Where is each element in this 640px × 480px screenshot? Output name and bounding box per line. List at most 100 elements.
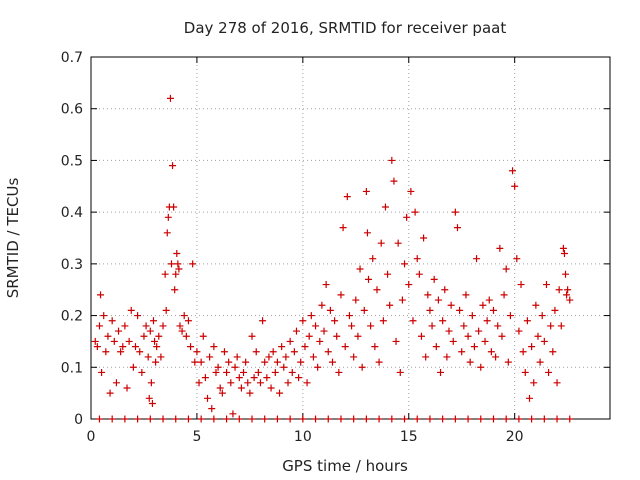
data-point bbox=[242, 358, 250, 366]
data-point bbox=[147, 379, 155, 387]
data-point bbox=[386, 301, 394, 309]
data-point bbox=[229, 410, 237, 418]
data-point bbox=[553, 415, 561, 423]
data-point bbox=[428, 322, 436, 330]
data-point bbox=[326, 306, 334, 314]
data-point bbox=[248, 415, 256, 423]
data-point bbox=[252, 348, 260, 356]
data-point bbox=[363, 229, 371, 237]
y-tick-label: 0.5 bbox=[61, 153, 83, 169]
data-point bbox=[318, 301, 326, 309]
data-point bbox=[466, 358, 474, 366]
data-point bbox=[172, 415, 180, 423]
data-point bbox=[273, 415, 281, 423]
data-point bbox=[553, 379, 561, 387]
data-point bbox=[352, 296, 360, 304]
data-point bbox=[345, 312, 353, 320]
data-point bbox=[187, 343, 195, 351]
data-point bbox=[343, 193, 351, 201]
data-point bbox=[521, 368, 529, 376]
data-point bbox=[413, 255, 421, 263]
data-point bbox=[360, 306, 368, 314]
data-point bbox=[248, 332, 256, 340]
data-point bbox=[263, 374, 271, 382]
data-point bbox=[462, 291, 470, 299]
y-tick-label: 0.6 bbox=[61, 102, 83, 118]
data-point bbox=[129, 363, 137, 371]
data-point bbox=[136, 348, 144, 356]
data-point bbox=[208, 405, 216, 413]
data-point bbox=[295, 374, 303, 382]
data-point bbox=[201, 374, 209, 382]
data-point bbox=[299, 415, 307, 423]
data-point bbox=[259, 317, 267, 325]
data-point bbox=[237, 384, 245, 392]
data-point bbox=[337, 415, 345, 423]
data-point bbox=[155, 332, 163, 340]
data-point bbox=[390, 177, 398, 185]
data-point bbox=[231, 363, 239, 371]
data-point bbox=[411, 208, 419, 216]
data-point bbox=[173, 250, 181, 258]
data-point bbox=[477, 415, 485, 423]
data-point bbox=[464, 332, 472, 340]
data-point bbox=[172, 270, 180, 278]
data-point bbox=[413, 415, 421, 423]
data-point bbox=[545, 368, 553, 376]
y-tick-label: 0.4 bbox=[61, 205, 83, 221]
data-point bbox=[176, 322, 184, 330]
data-point bbox=[534, 332, 542, 340]
data-point bbox=[453, 224, 461, 232]
data-point bbox=[489, 415, 497, 423]
data-point bbox=[145, 394, 153, 402]
plot-frame bbox=[90, 56, 611, 420]
data-point bbox=[523, 317, 531, 325]
data-point bbox=[288, 368, 296, 376]
data-point bbox=[563, 291, 571, 299]
data-point bbox=[398, 296, 406, 304]
data-point bbox=[341, 343, 349, 351]
data-point bbox=[153, 343, 161, 351]
data-point bbox=[403, 213, 411, 221]
data-point bbox=[540, 337, 548, 345]
data-point bbox=[125, 337, 133, 345]
data-point bbox=[184, 415, 192, 423]
data-point bbox=[477, 363, 485, 371]
data-point bbox=[458, 348, 466, 356]
data-point bbox=[542, 281, 550, 289]
data-point bbox=[149, 317, 157, 325]
data-point bbox=[269, 348, 277, 356]
data-point bbox=[161, 270, 169, 278]
data-point bbox=[265, 353, 273, 361]
data-point bbox=[401, 415, 409, 423]
data-point bbox=[159, 415, 167, 423]
data-point bbox=[320, 327, 328, 335]
data-point bbox=[112, 379, 120, 387]
data-point bbox=[422, 353, 430, 361]
data-point bbox=[282, 353, 290, 361]
data-point bbox=[331, 317, 339, 325]
data-point bbox=[210, 343, 218, 351]
data-point bbox=[540, 415, 548, 423]
y-tick-label: 0.7 bbox=[61, 50, 83, 66]
data-point bbox=[261, 358, 269, 366]
data-point bbox=[547, 322, 555, 330]
data-point bbox=[515, 415, 523, 423]
data-point bbox=[356, 265, 364, 273]
data-point bbox=[290, 348, 298, 356]
data-point bbox=[142, 322, 150, 330]
axis-ticks: 0 0.1 0.2 0.3 0.4 0.5 0.6 0.7 0 5 10 15 20 bbox=[61, 50, 610, 445]
data-point bbox=[299, 317, 307, 325]
data-point bbox=[479, 301, 487, 309]
data-point bbox=[170, 203, 178, 211]
data-point bbox=[102, 348, 110, 356]
data-point bbox=[519, 348, 527, 356]
data-point bbox=[280, 363, 288, 371]
data-point bbox=[513, 255, 521, 263]
data-point bbox=[235, 415, 243, 423]
data-point bbox=[119, 343, 127, 351]
data-point bbox=[339, 224, 347, 232]
data-point bbox=[473, 255, 481, 263]
data-point bbox=[235, 374, 243, 382]
data-point bbox=[240, 368, 248, 376]
